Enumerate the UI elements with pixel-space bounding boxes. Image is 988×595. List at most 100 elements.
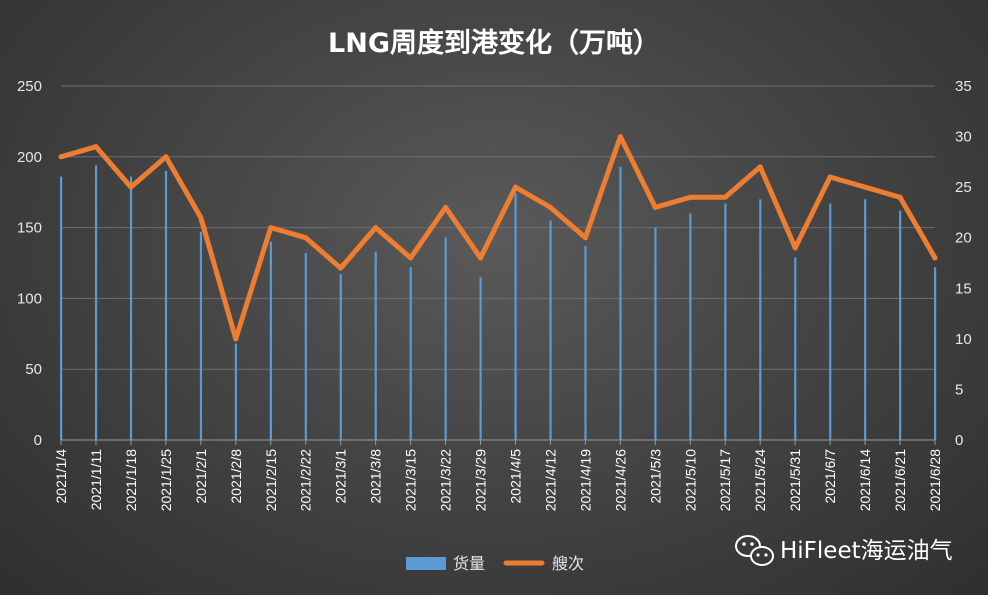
line-point [652,204,658,210]
x-tick-label: 2021/3/8 [368,449,384,504]
bar [304,253,307,440]
right-tick-label: 25 [955,179,972,196]
watermark: HiFleet海运油气 [735,535,953,566]
x-tick-label: 2021/3/22 [438,449,454,511]
line-path [58,134,938,342]
line-point [547,204,553,210]
x-tick-label: 2021/1/18 [123,449,139,511]
x-tick-label: 2021/5/24 [752,449,768,511]
line-point [932,255,938,261]
line-point [408,255,414,261]
left-tick-label: 100 [17,290,42,307]
x-tick-label: 2021/1/11 [88,449,104,510]
line-point [827,174,833,180]
bar [199,231,203,440]
right-tick-label: 0 [955,432,963,449]
bar [584,246,587,440]
bar [619,166,622,440]
bar [689,213,692,440]
bar [829,203,832,440]
bar [129,176,133,440]
bar [94,165,98,440]
bar [794,257,797,440]
x-axis: 2021/1/4 2021/1/11 2021/1/18 2021/1/25 2021/… [53,439,943,511]
line-point [722,194,728,200]
bar-series [60,165,937,440]
line-point [198,214,204,220]
x-tick-label: 2021/5/31 [787,449,803,511]
line-point [163,154,169,160]
line-point [862,184,868,190]
bar [934,267,937,440]
x-tick-label: 2021/4/5 [507,449,523,504]
x-tick-label: 2021/6/28 [927,449,943,511]
x-tick-label: 2021/1/25 [158,449,174,511]
right-y-axis: 0 5 10 15 20 25 30 35 [955,78,972,449]
x-tick-label: 2021/4/12 [542,449,558,511]
left-tick-label: 0 [34,432,42,449]
line-point [897,194,903,200]
right-tick-label: 30 [955,129,972,146]
x-tick-label: 2021/2/8 [228,449,244,504]
bar [549,220,552,440]
line-point [792,245,798,251]
line-point [58,154,64,160]
line-point [268,225,274,231]
bar [724,203,727,440]
legend: 货量 艘次 [406,554,584,573]
line-point [233,336,239,342]
x-tick-label: 2021/3/15 [403,449,419,511]
chart-title: LNG周度到港变化（万吨） [328,27,660,59]
x-tick-label: 2021/6/14 [857,449,873,511]
bar [864,199,867,440]
bar [409,267,412,440]
line-point [128,184,134,190]
bar [759,199,762,440]
x-tick-label: 2021/5/17 [717,449,733,511]
x-tick-label: 2021/4/26 [612,449,628,511]
wechat-icon [735,535,774,566]
line-point [617,134,623,140]
right-tick-label: 20 [955,230,972,247]
x-tick-label: 2021/6/21 [892,449,908,511]
bar [899,210,902,440]
legend-label-line: 艘次 [552,554,584,573]
x-tick-label: 2021/1/4 [53,449,69,504]
right-tick-label: 15 [955,280,972,297]
legend-swatch-bar [406,557,446,570]
left-tick-label: 150 [17,220,42,237]
line-point [93,144,99,150]
right-tick-label: 35 [955,78,972,95]
line-point [338,265,344,271]
x-tick-label: 2021/6/7 [822,449,838,504]
watermark-text: HiFleet海运油气 [780,538,953,564]
x-tick-label: 2021/2/1 [193,449,209,504]
x-tick-label: 2021/3/29 [473,449,489,511]
x-tick-label: 2021/2/22 [298,449,314,511]
line-point [373,225,379,231]
bar [514,193,517,440]
bar [654,227,657,440]
bar [444,237,447,440]
bar [60,176,63,440]
line-point [303,235,309,241]
left-y-axis: 0 50 100 150 200 250 [17,78,42,449]
x-tick-label: 2021/2/15 [263,449,279,511]
line-point [687,194,693,200]
line-point [582,235,588,241]
x-tick-label: 2021/4/19 [577,449,593,511]
line-point [443,204,449,210]
right-tick-label: 10 [955,331,972,348]
bar [164,170,168,440]
x-tick-label: 2021/5/3 [647,449,663,504]
legend-label-bar: 货量 [453,554,485,573]
bar [269,241,272,440]
line-series [58,134,938,342]
left-tick-label: 200 [17,149,42,166]
bar [374,251,377,440]
line-point [478,255,484,261]
bar [339,274,342,440]
line-point [512,184,518,190]
bar [234,343,237,440]
